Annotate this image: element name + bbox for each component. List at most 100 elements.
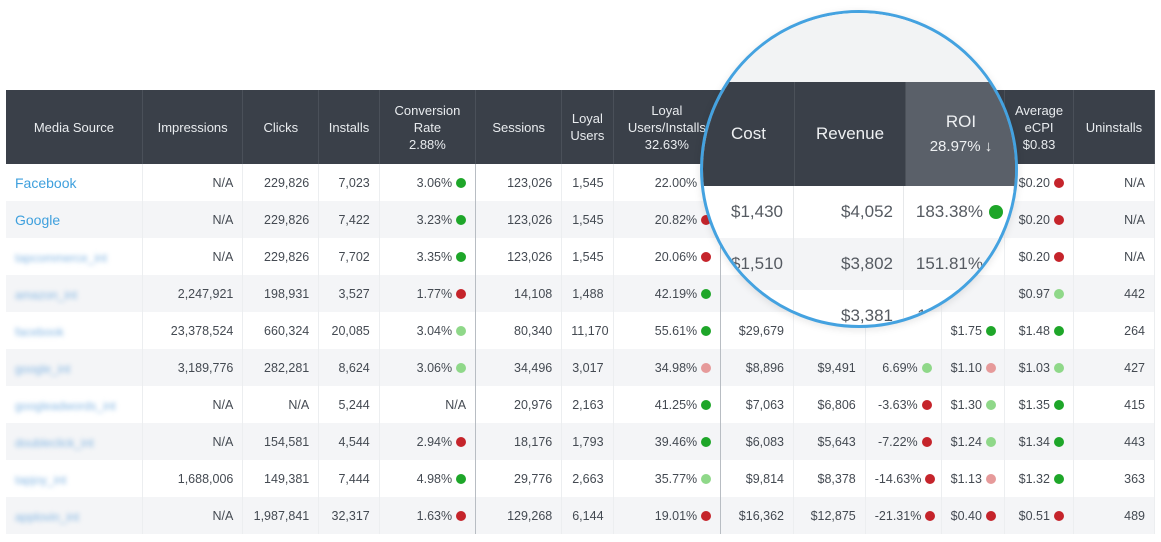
column-header-uninstalls[interactable]: Uninstalls <box>1073 90 1155 164</box>
ecpi1-lightred-dot-icon <box>985 473 996 484</box>
column-header-conversion-rate[interactable]: Conversion Rate 2.88% <box>379 90 477 164</box>
cell-clicks: 154,581 <box>242 423 320 460</box>
roi-green-dot-icon <box>989 257 1003 271</box>
cell-value: 35.77% <box>654 471 698 486</box>
cell-source[interactable]: applovin_int <box>6 497 143 534</box>
cell-source[interactable]: facebook <box>6 312 143 349</box>
media-source-link[interactable]: amazon_int <box>15 287 78 302</box>
cell-source[interactable]: tapjoy_int <box>6 460 143 497</box>
media-source-link[interactable]: applovin_int <box>15 509 80 524</box>
cell-value: 18,176 <box>514 434 553 449</box>
table-row[interactable]: applovin_int N/A 1,987,841 32,317 1.63% 129,2… <box>6 497 1155 534</box>
cell-sessions: 80,340 <box>475 312 563 349</box>
magnifier-roi-header[interactable]: ROI 28.97% ↓ <box>906 82 1015 186</box>
cell-roi: -7.22% <box>865 423 942 460</box>
cell-value: N/A <box>212 397 234 412</box>
cell-roi: 6.69% <box>865 349 942 386</box>
cell-value: 123,026 <box>507 175 553 190</box>
cell-value: N/A <box>212 508 234 523</box>
cell-value: 363 <box>1124 471 1145 486</box>
column-header-sessions[interactable]: Sessions <box>475 90 563 164</box>
column-header-label: Installs <box>328 119 370 135</box>
table-row[interactable]: tapjoy_int 1,688,006 149,381 7,444 4.98% 29,7… <box>6 460 1155 497</box>
cell-value: N/A <box>212 434 234 449</box>
media-source-link[interactable]: doubleclick_int <box>15 435 94 450</box>
cell-conv: 3.35% <box>379 238 477 275</box>
cell-loyal: 1,545 <box>561 238 614 275</box>
column-header-label: Media Source <box>33 119 115 135</box>
cell-value: 3.06% <box>416 175 453 190</box>
cell-loyal: 1,545 <box>561 201 614 238</box>
cell-conv: 3.04% <box>379 312 477 349</box>
loyal_ratio-lightgreen-dot-icon <box>701 473 712 484</box>
cell-ecpi2: $1.32 <box>1004 460 1074 497</box>
cell-source[interactable]: googleadwords_int <box>6 386 143 423</box>
table-row[interactable]: googleadwords_int N/A N/A 5,244 N/A 20,976 2,1… <box>6 386 1155 423</box>
magnifier-value: 151.81% <box>915 254 983 273</box>
cell-value: 22.00% <box>654 175 698 190</box>
column-header-clicks[interactable]: Clicks <box>242 90 320 164</box>
cell-source[interactable]: doubleclick_int <box>6 423 143 460</box>
cell-source[interactable]: tapcommerce_int <box>6 238 143 275</box>
cell-source[interactable]: google_int <box>6 349 143 386</box>
cell-installs: 3,527 <box>318 275 380 312</box>
media-source-link[interactable]: tapjoy_int <box>15 472 67 487</box>
cell-value: 7,702 <box>338 249 370 264</box>
cell-conv: 4.98% <box>379 460 477 497</box>
cell-ecpi2: $0.51 <box>1004 497 1074 534</box>
table-row[interactable]: google_int 3,189,776 282,281 8,624 3.06% 34,4… <box>6 349 1155 386</box>
cell-impressions: N/A <box>142 164 244 201</box>
cell-revenue: $12,875 <box>793 497 866 534</box>
cell-source[interactable]: amazon_int <box>6 275 143 312</box>
media-source-link[interactable]: facebook <box>15 324 64 339</box>
cell-value: 1,987,841 <box>253 508 310 523</box>
cell-value: 129,268 <box>507 508 553 523</box>
cell-value: 3,189,776 <box>177 360 234 375</box>
ecpi1-green-dot-icon <box>985 325 996 336</box>
cell-value: 1.77% <box>416 286 453 301</box>
media-source-link[interactable]: googleadwords_int <box>15 398 116 413</box>
magnifier-cell-cost: $1,510 <box>703 238 794 290</box>
cell-cost: $7,063 <box>720 386 794 423</box>
cell-value: $0.20 <box>1018 249 1050 264</box>
cell-ecpi2: $0.20 <box>1004 164 1074 201</box>
cell-cost: $8,896 <box>720 349 794 386</box>
column-header-impressions[interactable]: Impressions <box>142 90 244 164</box>
cell-loyal-ratio: 41.25% <box>613 386 722 423</box>
roi-red-dot-icon <box>925 510 936 521</box>
cell-uninstalls: 264 <box>1073 312 1155 349</box>
cell-value: 229,826 <box>264 249 310 264</box>
cell-source[interactable]: Facebook <box>6 164 143 201</box>
cell-value: $1.30 <box>950 397 982 412</box>
column-header-installs[interactable]: Installs <box>318 90 380 164</box>
column-header-media-source[interactable]: Media Source <box>6 90 143 164</box>
cell-installs: 7,702 <box>318 238 380 275</box>
media-source-link[interactable]: google_int <box>15 361 71 376</box>
cell-value: $1.24 <box>950 434 982 449</box>
conv-red-dot-icon <box>456 436 467 447</box>
cell-uninstalls: 489 <box>1073 497 1155 534</box>
table-row[interactable]: doubleclick_int N/A 154,581 4,544 2.94% 18,17… <box>6 423 1155 460</box>
cell-value: $29,679 <box>738 323 784 338</box>
magnifier-row: $1,510 $3,802 151.81% <box>703 238 1015 290</box>
cell-source[interactable]: Google <box>6 201 143 238</box>
roi-total: 28.97% ↓ <box>929 137 993 155</box>
cell-installs: 7,422 <box>318 201 380 238</box>
cell-ecpi2: $1.34 <box>1004 423 1074 460</box>
cell-conv: 1.63% <box>379 497 477 534</box>
magnifier-cost-header[interactable]: Cost <box>703 82 795 186</box>
cell-value: $1.34 <box>1018 434 1050 449</box>
cell-value: 442 <box>1124 286 1145 301</box>
magnifier-value: $1,566 <box>731 306 783 325</box>
column-header-loyal-users[interactable]: Loyal Users <box>561 90 614 164</box>
cell-value: 6,144 <box>572 508 604 523</box>
media-source-link[interactable]: Google <box>15 211 61 228</box>
media-source-link[interactable]: Facebook <box>15 174 77 191</box>
cell-value: $0.51 <box>1018 508 1050 523</box>
cell-value: 7,023 <box>338 175 370 190</box>
cell-value: N/A <box>288 397 310 412</box>
cell-clicks: 229,826 <box>242 238 320 275</box>
media-source-link[interactable]: tapcommerce_int <box>15 250 108 265</box>
magnifier-revenue-header[interactable]: Revenue <box>795 82 906 186</box>
cell-clicks: 282,281 <box>242 349 320 386</box>
